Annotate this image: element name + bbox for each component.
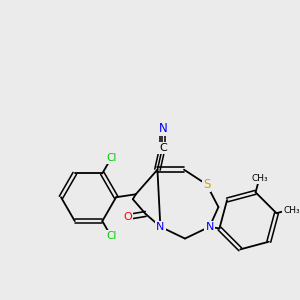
Text: S: S: [203, 178, 210, 191]
Text: N: N: [159, 122, 168, 135]
Text: C: C: [160, 143, 167, 153]
Text: CH₃: CH₃: [251, 174, 268, 183]
Text: N: N: [206, 222, 214, 232]
Text: N: N: [158, 123, 166, 134]
Text: C: C: [158, 143, 166, 153]
Text: N: N: [156, 222, 165, 232]
Text: Cl: Cl: [106, 153, 116, 163]
Text: O: O: [124, 212, 132, 222]
Text: Cl: Cl: [106, 231, 116, 242]
Text: CH₃: CH₃: [284, 206, 300, 214]
